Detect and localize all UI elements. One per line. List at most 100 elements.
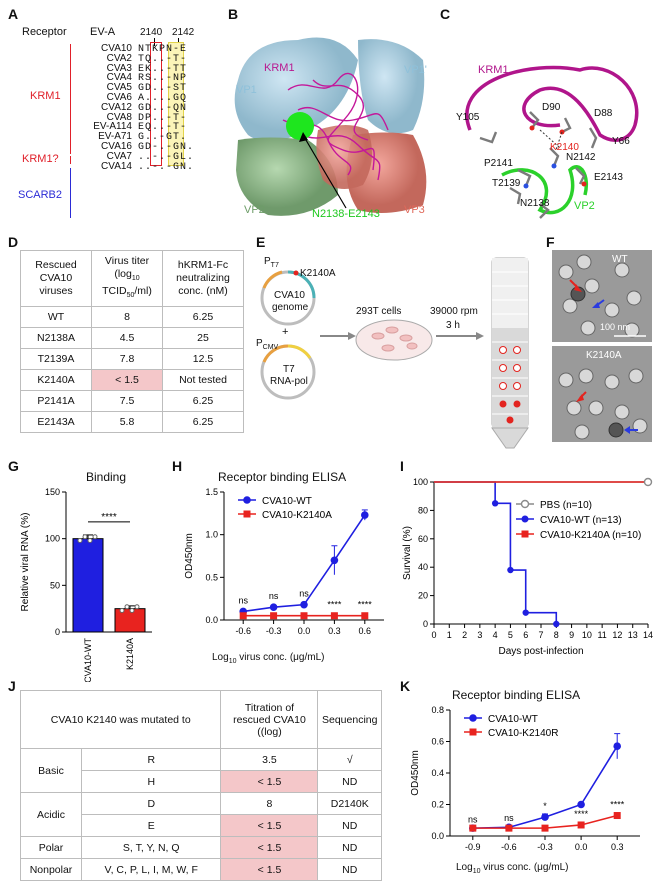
alignment-row-name: CVA6	[106, 92, 132, 103]
hdr-text: Rescued	[35, 259, 77, 271]
cell-virus: N2138A	[20, 327, 92, 349]
cell-neutralizing: 25	[162, 327, 244, 349]
data-point	[330, 612, 338, 620]
y-tick-label: 1.5	[205, 487, 218, 497]
alignment-header-receptor: Receptor	[22, 26, 67, 38]
cell-titer: 3.5	[220, 748, 319, 771]
residue-p2141: P2141	[484, 158, 513, 169]
alignment-row: CVA6 A....GQ	[78, 93, 187, 104]
cell-neutralizing: 6.25	[162, 306, 244, 328]
residue-k2140: K2140	[550, 142, 579, 153]
x-tick-label: 4	[493, 630, 498, 640]
data-point	[469, 824, 477, 832]
cell-titer: < 1.5	[220, 770, 319, 793]
chart-k-title: Receptor binding ELISA	[452, 688, 581, 702]
centrifuge-tube	[491, 257, 529, 449]
legend-marker	[521, 515, 529, 523]
x-tick-label: -0.3	[537, 842, 553, 852]
alignment-row: CVA4 RS..-NP	[78, 73, 187, 84]
cell-titer: 8	[91, 306, 163, 328]
panel-label-b: B	[228, 6, 239, 22]
cell-aa: H	[80, 770, 222, 793]
x-tick-label: CVA10-WT	[83, 638, 93, 682]
chart-k-xlabel: Log10 virus conc. (μg/mL)	[456, 862, 569, 875]
data-point	[505, 824, 513, 832]
x-tick-label: 0.0	[575, 842, 588, 852]
data-point	[300, 600, 308, 609]
x-tick-label: K2140A	[125, 638, 135, 670]
cell-group: Acidic	[20, 792, 82, 837]
panel-label-i: I	[400, 458, 404, 474]
capsid-surface-render	[234, 37, 427, 216]
y-tick-label: 100	[45, 534, 60, 544]
residue-y66: Y66	[612, 136, 630, 147]
h2t: Titration of	[244, 701, 295, 714]
alignment-row-seq: NTKPN-E	[138, 44, 188, 55]
h2t: (log	[260, 725, 279, 738]
em-scale-bar-label: 100 nm	[600, 322, 631, 332]
sig-label: ns	[504, 813, 514, 823]
em-image-k2140a	[552, 346, 652, 442]
legend-marker	[243, 496, 251, 504]
k2140-substitution-table: CVA10 K2140 was mutated to Titration of r…	[19, 690, 382, 881]
cell-sequencing: D2140K	[317, 792, 382, 815]
bar	[114, 608, 146, 633]
chart-h-title: Receptor binding ELISA	[218, 470, 347, 484]
data-point	[82, 534, 88, 540]
rescue-schematic	[260, 257, 529, 449]
x-tick-label: 5	[508, 630, 513, 640]
alignment-row-name: CVA12	[101, 101, 132, 113]
table-row: Acidic D 8 D2140K	[20, 792, 382, 837]
xlab-rest: virus conc. (μg/mL)	[236, 652, 325, 663]
alignment-row-seq: GD-.-GN.	[138, 142, 195, 153]
x-tick-label: 8	[554, 630, 559, 640]
xlab-rest: virus conc. (μg/mL)	[480, 862, 569, 873]
pt7-sub: T7	[270, 262, 279, 269]
alignment-row: CVA5 GD..-ST	[78, 83, 187, 94]
alignment-row-seq: ..-.-GN.	[138, 161, 195, 173]
cell-titer: 7.8	[91, 348, 163, 370]
legend-label: PBS (n=10)	[540, 500, 592, 511]
em-particles-wt	[558, 254, 646, 338]
data-point	[134, 604, 140, 610]
hdr-text: TCID	[102, 285, 127, 297]
alignment-row: EV-A71 G..-GT.	[78, 132, 187, 143]
y-tick-label: 0.0	[205, 615, 218, 625]
residue-n2142: N2142	[566, 152, 596, 163]
alignment-row: CVA3 EK..-TT	[78, 62, 187, 75]
data-point	[643, 477, 653, 487]
panel-label-c: C	[440, 6, 451, 22]
data-point	[361, 511, 369, 519]
y-axis-label: OD450nm	[410, 750, 421, 796]
j-header-row: CVA10 K2140 was mutated to Titration of r…	[19, 690, 382, 749]
group-label-scarb2: SCARB2	[18, 189, 63, 201]
y-tick-label: 60	[418, 534, 428, 544]
group-label-krm1: KRM1	[30, 90, 61, 102]
cell-sequencing: ND	[317, 770, 382, 793]
x-tick-label: 11	[597, 630, 606, 640]
alignment-row-name: CVA3	[106, 62, 132, 74]
data-point	[87, 538, 93, 544]
alignment-row-name: EV-A71	[98, 131, 132, 143]
alignment-row-name: CVA5	[106, 82, 132, 94]
legend-label: CVA10-K2140R	[488, 728, 558, 739]
data-point	[119, 608, 125, 614]
cell-virus: WT	[20, 306, 92, 328]
alignment-row-name: CVA4	[106, 72, 132, 84]
x-tick-label: 0.0	[298, 626, 311, 636]
legend-marker	[243, 510, 251, 518]
sig-label: ****	[327, 600, 342, 610]
alignment-highlight-yellow	[168, 42, 184, 166]
x-tick-label: 9	[569, 630, 574, 640]
header-titer: Virus titer (log10 TCID50/ml)	[91, 250, 163, 307]
x-tick-label: 7	[538, 630, 543, 640]
y-tick-label: 0	[423, 619, 428, 629]
alignment-row-name: CVA2	[106, 52, 132, 64]
residue-t2139: T2139	[492, 178, 521, 189]
panel-label-j: J	[8, 678, 16, 694]
sig-label: ns	[238, 595, 248, 605]
em-particles-k2140a	[558, 368, 648, 440]
chart-h-elisa: 0.0 0.5 1.0 1.5 -0.6 -0.3 0.0 0.3 0.6 OD450nm CVA1…	[184, 487, 384, 636]
xlab-sub: 10	[472, 868, 481, 875]
sig-label: *	[543, 801, 547, 811]
